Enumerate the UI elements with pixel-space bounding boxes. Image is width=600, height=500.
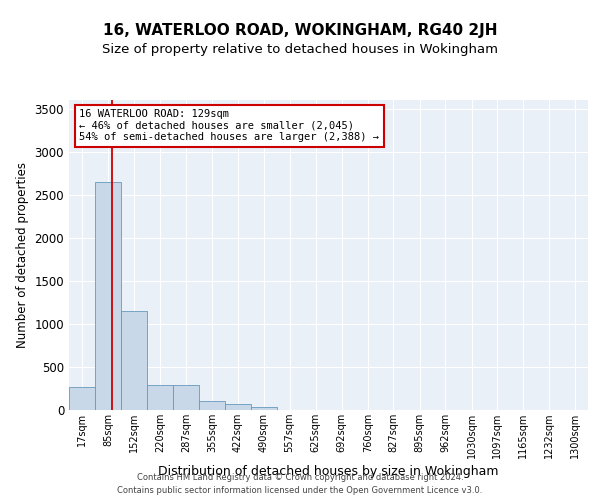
- Bar: [95, 182, 121, 410]
- Bar: [173, 385, 199, 410]
- Bar: [121, 311, 147, 410]
- X-axis label: Distribution of detached houses by size in Wokingham: Distribution of detached houses by size …: [158, 465, 499, 478]
- Bar: [199, 402, 225, 410]
- Text: Size of property relative to detached houses in Wokingham: Size of property relative to detached ho…: [102, 42, 498, 56]
- Text: Contains HM Land Registry data © Crown copyright and database right 2024.
Contai: Contains HM Land Registry data © Crown c…: [118, 474, 482, 495]
- Bar: [225, 404, 251, 410]
- Text: 16 WATERLOO ROAD: 129sqm
← 46% of detached houses are smaller (2,045)
54% of sem: 16 WATERLOO ROAD: 129sqm ← 46% of detach…: [79, 110, 379, 142]
- Text: 16, WATERLOO ROAD, WOKINGHAM, RG40 2JH: 16, WATERLOO ROAD, WOKINGHAM, RG40 2JH: [103, 22, 497, 38]
- Bar: [147, 385, 173, 410]
- Y-axis label: Number of detached properties: Number of detached properties: [16, 162, 29, 348]
- Bar: [251, 406, 277, 410]
- Bar: [69, 387, 95, 410]
